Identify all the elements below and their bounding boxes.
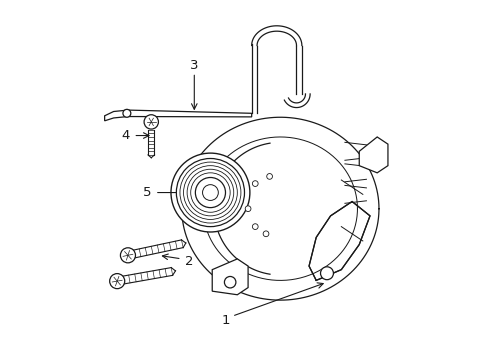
Polygon shape — [212, 259, 247, 295]
Circle shape — [144, 115, 158, 129]
Polygon shape — [182, 117, 378, 300]
Text: 5: 5 — [142, 186, 151, 199]
Circle shape — [263, 231, 268, 237]
Circle shape — [266, 174, 272, 179]
Circle shape — [244, 206, 250, 212]
Circle shape — [252, 224, 258, 229]
Polygon shape — [359, 137, 387, 173]
Circle shape — [320, 267, 333, 280]
Text: 2: 2 — [184, 255, 193, 268]
Polygon shape — [308, 202, 369, 280]
Polygon shape — [104, 110, 251, 121]
Text: 3: 3 — [190, 59, 198, 72]
Circle shape — [120, 248, 135, 263]
Text: 1: 1 — [221, 314, 230, 327]
Text: 4: 4 — [121, 129, 129, 142]
Circle shape — [224, 276, 235, 288]
Circle shape — [109, 274, 124, 289]
Circle shape — [252, 181, 258, 186]
Circle shape — [122, 109, 131, 117]
Circle shape — [195, 177, 225, 208]
Circle shape — [171, 153, 249, 232]
Circle shape — [202, 185, 218, 201]
Circle shape — [176, 158, 244, 226]
